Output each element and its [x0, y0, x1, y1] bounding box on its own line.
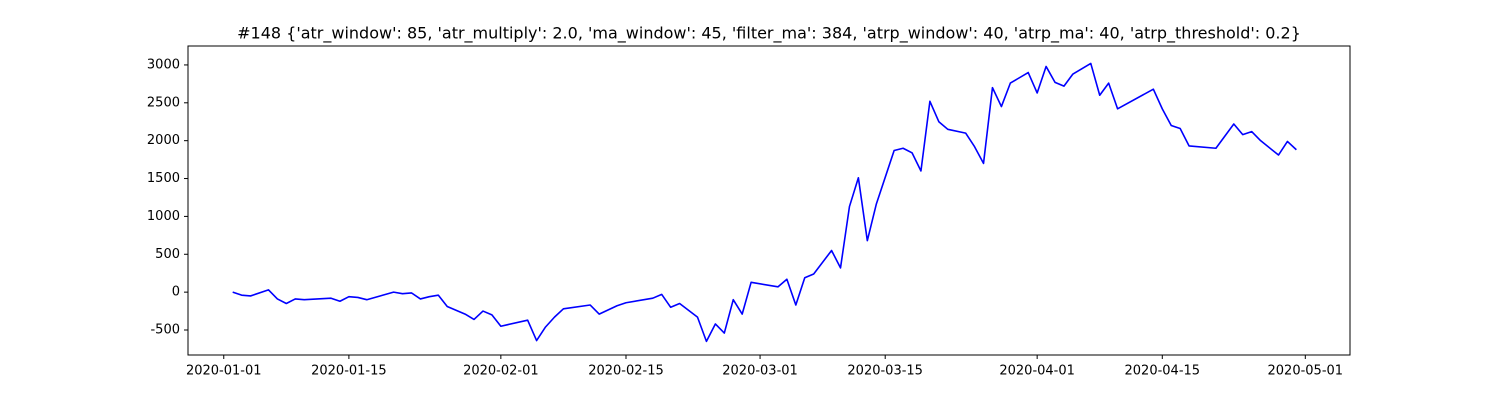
x-tick-label: 2020-02-01: [463, 364, 539, 379]
x-tick-label: 2020-01-01: [186, 364, 262, 379]
plot-frame: [187, 45, 1351, 356]
x-tick-label: 2020-03-01: [722, 364, 798, 379]
x-tick-label: 2020-01-15: [311, 364, 387, 379]
y-tick-label: 2000: [147, 133, 180, 148]
data-line: [232, 62, 1297, 343]
chart-title: #148 {'atr_window': 85, 'atr_multiply': …: [237, 24, 1301, 44]
y-tick-label: 1000: [147, 209, 180, 224]
y-tick-label: 500: [155, 247, 180, 262]
y-tick-label: 1500: [147, 171, 180, 186]
y-tick-label: 0: [172, 285, 180, 300]
x-tick-label: 2020-04-01: [999, 364, 1075, 379]
y-tick-label: 3000: [147, 57, 180, 72]
x-tick-label: 2020-05-01: [1268, 364, 1344, 379]
x-tick-label: 2020-02-15: [588, 364, 664, 379]
x-tick-label: 2020-03-15: [847, 364, 923, 379]
x-tick-label: 2020-04-15: [1125, 364, 1201, 379]
y-tick-label: 2500: [147, 95, 180, 110]
y-tick-label: -500: [150, 323, 180, 338]
